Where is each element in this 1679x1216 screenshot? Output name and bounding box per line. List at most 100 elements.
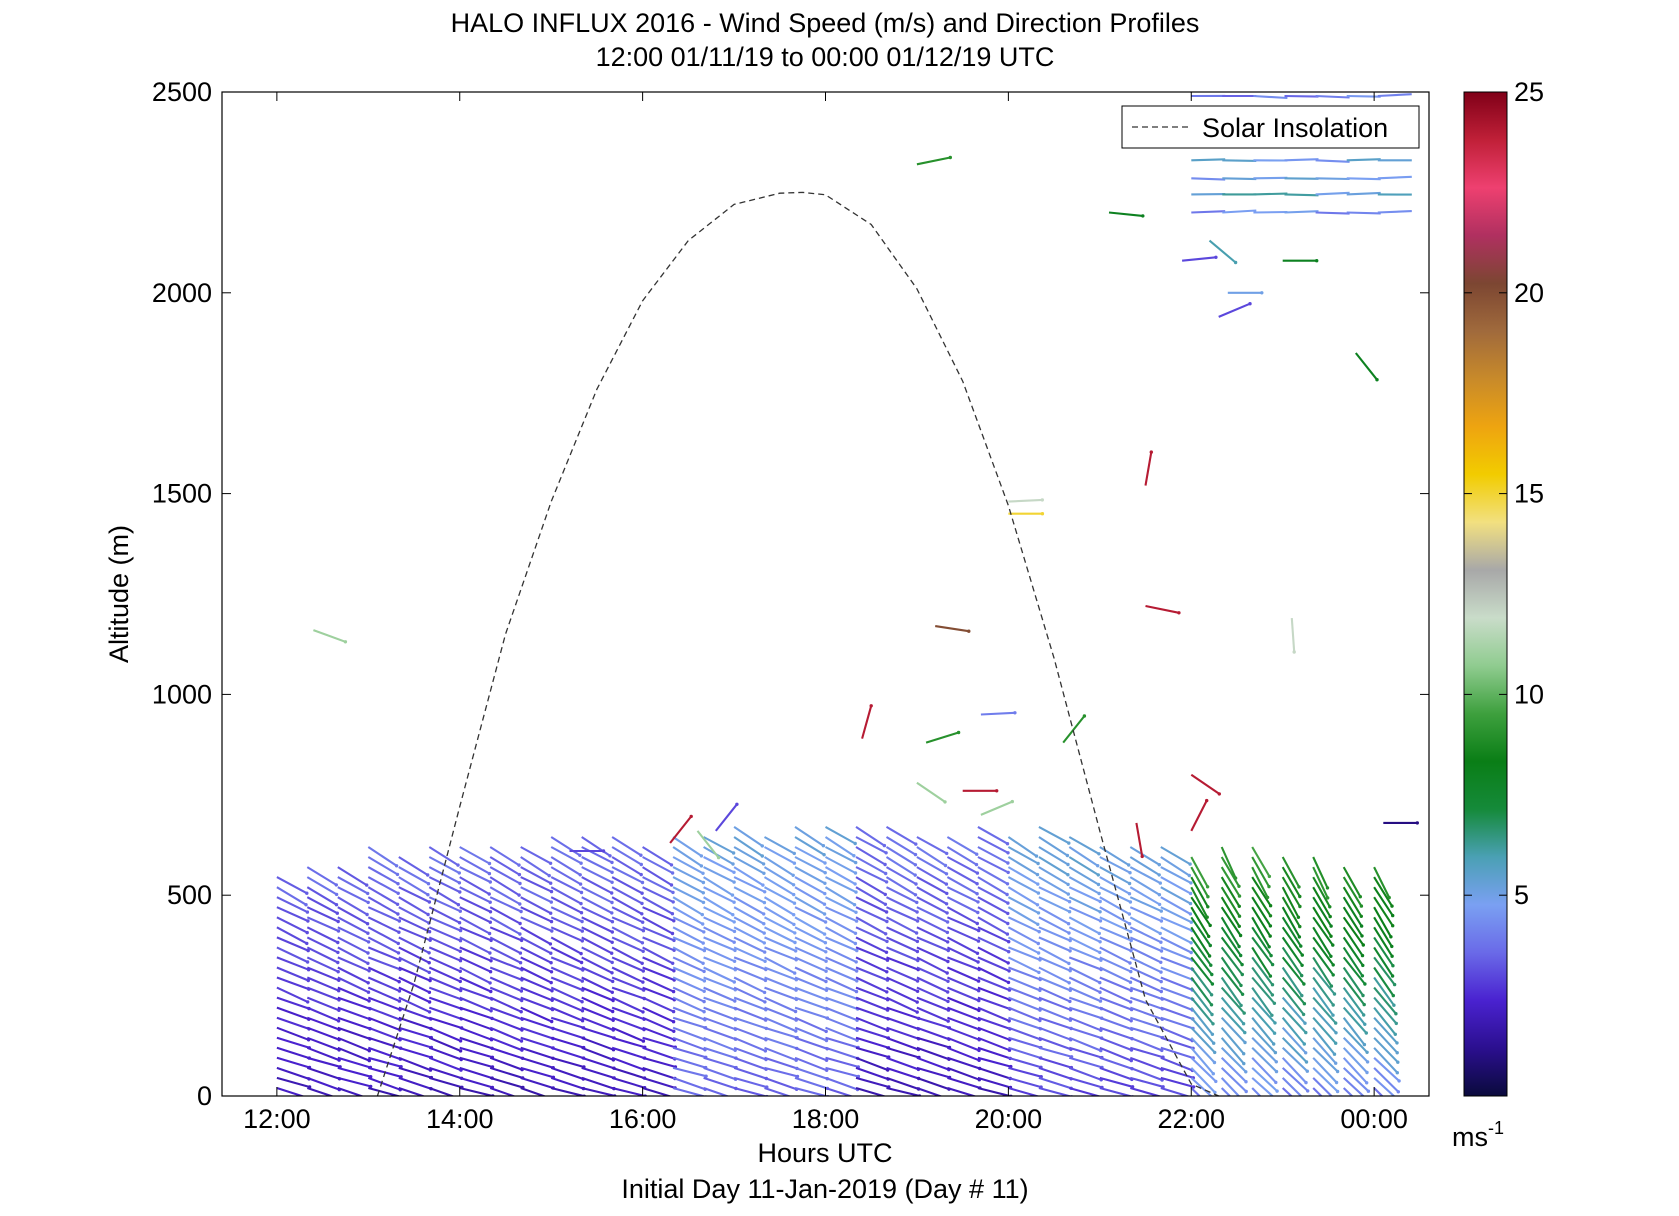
wind-barb <box>489 936 521 955</box>
wind-barb <box>611 1016 645 1031</box>
wind-barb <box>947 1026 980 1041</box>
wind-barb-head <box>916 958 920 963</box>
wind-barb <box>459 846 491 865</box>
wind-barb <box>672 976 705 993</box>
wind-barb-head <box>1158 931 1162 936</box>
wind-barb-head <box>884 880 889 884</box>
wind-barb <box>733 1016 767 1030</box>
wind-barb-head <box>1233 260 1238 265</box>
wind-barb <box>1222 159 1257 162</box>
wind-barb-head <box>856 1097 859 1100</box>
wind-barb <box>520 896 552 915</box>
wind-barb-head <box>1365 1060 1370 1064</box>
wind-barb <box>1129 976 1162 993</box>
wind-barb <box>855 1036 889 1049</box>
wind-barb-head <box>671 890 675 895</box>
wind-barb-head <box>337 1008 341 1012</box>
wind-barb-head <box>1365 1050 1369 1055</box>
wind-barb <box>550 1006 584 1022</box>
wind-barb-head <box>519 989 524 993</box>
wind-barb <box>428 1026 462 1042</box>
wind-barb <box>459 966 491 984</box>
wind-barb-head <box>458 1049 463 1053</box>
wind-barb <box>611 956 644 972</box>
wind-barb <box>306 906 339 923</box>
wind-barb <box>581 1046 614 1061</box>
wind-barb-head <box>336 929 341 933</box>
wind-barb <box>1342 926 1364 957</box>
wind-barb <box>977 996 1011 1010</box>
wind-barb <box>672 836 702 857</box>
wind-barb-head <box>1304 1051 1308 1055</box>
wind-barb-head <box>1274 1111 1277 1114</box>
wind-barb-head <box>610 971 614 975</box>
wind-barb-head <box>1040 498 1045 502</box>
wind-barb <box>398 1076 432 1090</box>
wind-barb-head <box>1335 1069 1340 1074</box>
wind-barb <box>1099 886 1131 903</box>
wind-barb <box>367 846 398 867</box>
wind-barb <box>306 866 337 886</box>
wind-barb-head <box>1068 949 1072 953</box>
wind-barb <box>733 1026 767 1041</box>
wind-barb <box>1312 1057 1338 1084</box>
wind-barb <box>703 946 736 963</box>
wind-barb <box>398 986 431 1003</box>
wind-barb-head <box>1366 1089 1371 1093</box>
wind-barb <box>398 936 430 954</box>
wind-barb <box>276 1016 310 1030</box>
wind-barb <box>1251 976 1276 1004</box>
wind-barb <box>916 1056 950 1071</box>
wind-barb-head <box>1006 851 1010 855</box>
wind-barb <box>1312 1017 1337 1044</box>
wind-barb <box>276 1087 306 1096</box>
wind-barb <box>1160 856 1190 877</box>
wind-barb <box>1281 1017 1306 1045</box>
wind-barb-head <box>1392 982 1397 987</box>
wind-barb <box>1099 906 1131 925</box>
wind-barb <box>703 956 736 971</box>
wind-barb <box>825 856 856 874</box>
wind-barb <box>1129 876 1160 896</box>
wind-barb-head <box>1034 854 1039 858</box>
wind-barb-head <box>913 852 918 857</box>
wind-barb-head <box>1097 891 1101 896</box>
wind-barb-head <box>336 950 340 955</box>
wind-barb-head <box>488 981 492 985</box>
wind-barb <box>1068 1016 1102 1032</box>
wind-barb <box>337 1056 371 1069</box>
wind-barb <box>276 1076 310 1089</box>
wind-barb-head <box>305 941 309 946</box>
wind-barb-head <box>1273 1050 1278 1055</box>
wind-barb <box>1129 946 1162 964</box>
wind-barb <box>1190 1006 1214 1035</box>
wind-barb-head <box>610 870 614 874</box>
wind-barb <box>1007 916 1040 933</box>
wind-barb <box>1008 996 1041 1012</box>
wind-barb-head <box>1328 914 1332 919</box>
wind-barb-head <box>366 900 370 905</box>
wind-barb-head <box>670 931 675 936</box>
wind-barb-head <box>641 920 645 924</box>
wind-barb <box>977 986 1011 1001</box>
wind-barb <box>1281 946 1303 977</box>
wind-barb-head <box>456 903 461 907</box>
wind-barb <box>550 996 583 1012</box>
wind-barb <box>794 936 827 953</box>
wind-barb-head <box>689 814 693 819</box>
wind-barb <box>1220 866 1241 897</box>
wind-barb <box>1129 866 1161 885</box>
wind-barb <box>1315 94 1350 99</box>
wind-barb-head <box>640 961 644 965</box>
wind-barb-head <box>915 1000 919 1004</box>
wind-barb <box>276 996 310 1010</box>
wind-barb-head <box>1336 1110 1339 1113</box>
wind-barb <box>428 1046 462 1061</box>
wind-barb-head <box>1098 919 1103 923</box>
wind-barb <box>1281 966 1303 997</box>
wind-barb-head <box>1302 1002 1307 1006</box>
wind-barb-head <box>458 979 462 984</box>
wind-barb <box>1129 1016 1163 1030</box>
wind-barb <box>947 1076 981 1089</box>
